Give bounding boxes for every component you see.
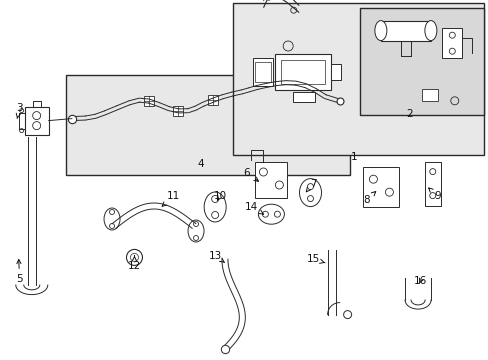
FancyBboxPatch shape (359, 8, 483, 115)
FancyBboxPatch shape (66, 75, 349, 175)
Bar (424, 162, 440, 206)
Bar (281, 60, 325, 84)
Bar (275, 54, 330, 90)
Bar (255, 162, 287, 198)
Ellipse shape (188, 220, 203, 242)
Text: 12: 12 (127, 256, 141, 271)
FancyBboxPatch shape (232, 3, 483, 155)
Ellipse shape (104, 208, 120, 230)
Bar (380, 21, 430, 41)
Bar (173, 106, 183, 116)
Bar (253, 58, 273, 86)
Text: 16: 16 (413, 276, 427, 286)
Bar (442, 28, 461, 58)
Text: 2: 2 (406, 109, 412, 120)
Ellipse shape (204, 192, 225, 222)
Text: 11: 11 (162, 191, 180, 206)
Bar (293, 92, 315, 102)
Text: 9: 9 (428, 188, 440, 201)
Bar (144, 96, 154, 106)
Text: 10: 10 (213, 191, 226, 201)
Ellipse shape (374, 21, 386, 41)
Text: 6: 6 (243, 168, 258, 181)
Bar (255, 62, 271, 82)
Text: 13: 13 (208, 251, 224, 262)
Ellipse shape (258, 204, 284, 224)
Text: 15: 15 (305, 254, 325, 264)
Text: 3: 3 (16, 103, 23, 118)
Ellipse shape (299, 179, 321, 207)
Bar (422, 89, 437, 102)
Bar (24, 107, 49, 135)
Text: 5: 5 (16, 260, 23, 284)
Bar (330, 64, 341, 80)
Text: 7: 7 (305, 179, 316, 192)
Bar (207, 95, 217, 105)
Text: 4: 4 (197, 159, 203, 169)
Bar (363, 167, 399, 207)
Ellipse shape (424, 21, 436, 41)
Text: 1: 1 (350, 152, 357, 162)
Text: 14: 14 (244, 202, 263, 214)
Text: 8: 8 (363, 192, 375, 205)
